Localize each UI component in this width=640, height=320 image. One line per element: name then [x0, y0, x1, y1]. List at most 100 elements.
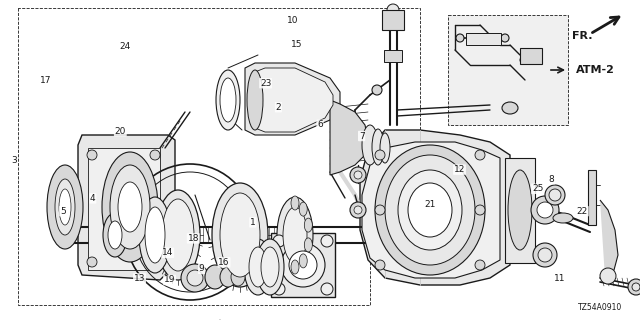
Circle shape	[520, 56, 528, 64]
Ellipse shape	[291, 196, 299, 210]
Polygon shape	[255, 68, 333, 132]
Polygon shape	[245, 63, 340, 135]
Circle shape	[475, 260, 485, 270]
Ellipse shape	[55, 179, 75, 235]
Circle shape	[150, 257, 160, 267]
Text: 7: 7	[359, 132, 364, 140]
Circle shape	[375, 150, 385, 160]
Circle shape	[354, 171, 362, 179]
Circle shape	[321, 283, 333, 295]
Circle shape	[350, 167, 366, 183]
Circle shape	[321, 235, 333, 247]
Bar	[520, 48, 542, 64]
Circle shape	[475, 150, 485, 160]
Circle shape	[475, 205, 485, 215]
Ellipse shape	[47, 165, 83, 249]
Text: 8: 8	[549, 175, 554, 184]
Bar	[271, 233, 335, 297]
Ellipse shape	[118, 182, 142, 232]
Text: 22: 22	[577, 207, 588, 216]
Text: 9: 9	[199, 264, 204, 273]
Ellipse shape	[220, 267, 236, 287]
Bar	[466, 33, 501, 45]
Ellipse shape	[531, 196, 559, 224]
Ellipse shape	[187, 270, 203, 286]
Polygon shape	[78, 135, 175, 280]
Ellipse shape	[247, 70, 263, 130]
Bar	[588, 170, 596, 225]
Text: 16: 16	[218, 258, 230, 267]
Ellipse shape	[553, 213, 573, 223]
Circle shape	[273, 235, 285, 247]
Ellipse shape	[300, 254, 307, 268]
Ellipse shape	[244, 239, 272, 295]
Text: FR.: FR.	[572, 31, 592, 41]
Text: 4: 4	[90, 194, 95, 203]
Ellipse shape	[59, 189, 71, 225]
Ellipse shape	[291, 260, 299, 274]
Ellipse shape	[277, 197, 313, 273]
Text: 13: 13	[134, 274, 145, 283]
Text: 21: 21	[424, 200, 436, 209]
Circle shape	[632, 283, 640, 291]
Ellipse shape	[375, 145, 485, 275]
Ellipse shape	[385, 155, 475, 265]
Ellipse shape	[220, 78, 236, 122]
Ellipse shape	[283, 207, 307, 263]
Text: 2: 2	[276, 103, 281, 112]
Ellipse shape	[220, 193, 260, 277]
Circle shape	[387, 4, 399, 16]
Ellipse shape	[108, 221, 122, 249]
Ellipse shape	[362, 125, 378, 165]
Ellipse shape	[162, 199, 194, 271]
Text: 15: 15	[291, 40, 302, 49]
Polygon shape	[362, 142, 500, 278]
Ellipse shape	[533, 243, 557, 267]
Circle shape	[350, 202, 366, 218]
Ellipse shape	[304, 238, 312, 252]
Text: 11: 11	[554, 274, 566, 283]
Circle shape	[273, 283, 285, 295]
Text: 20: 20	[115, 127, 126, 136]
Bar	[88, 148, 160, 270]
Ellipse shape	[304, 218, 312, 232]
Text: 12: 12	[454, 165, 465, 174]
Ellipse shape	[110, 165, 150, 249]
Text: 3: 3	[12, 156, 17, 164]
Ellipse shape	[139, 197, 171, 273]
Polygon shape	[360, 130, 510, 285]
Polygon shape	[330, 100, 368, 175]
Circle shape	[375, 205, 385, 215]
Text: 24: 24	[119, 42, 131, 51]
Ellipse shape	[205, 265, 225, 289]
Text: 25: 25	[532, 184, 543, 193]
Ellipse shape	[212, 183, 268, 287]
Ellipse shape	[289, 251, 317, 279]
Bar	[382, 10, 404, 30]
Circle shape	[538, 248, 552, 262]
Circle shape	[87, 257, 97, 267]
Text: 5: 5	[60, 207, 65, 216]
Text: 17: 17	[40, 76, 52, 84]
Ellipse shape	[408, 183, 452, 237]
Ellipse shape	[537, 202, 553, 218]
Ellipse shape	[181, 264, 209, 292]
Ellipse shape	[508, 170, 532, 250]
Text: TZ54A0910: TZ54A0910	[578, 303, 622, 312]
Circle shape	[87, 150, 97, 160]
Ellipse shape	[261, 247, 279, 287]
Bar	[505, 158, 535, 263]
Text: 6: 6	[317, 120, 323, 129]
Text: 19: 19	[164, 276, 175, 284]
Ellipse shape	[502, 102, 518, 114]
Circle shape	[501, 34, 509, 42]
Circle shape	[549, 189, 561, 201]
Circle shape	[456, 34, 464, 42]
Circle shape	[372, 85, 382, 95]
Circle shape	[600, 268, 616, 284]
Ellipse shape	[103, 213, 127, 257]
Text: 18: 18	[188, 234, 199, 243]
Ellipse shape	[145, 207, 165, 263]
Circle shape	[354, 206, 362, 214]
Ellipse shape	[380, 133, 390, 163]
